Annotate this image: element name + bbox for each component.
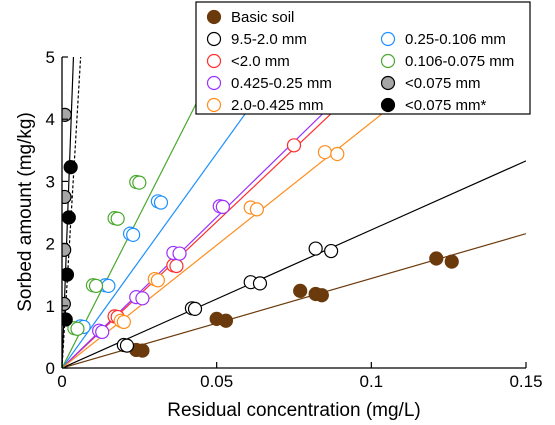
legend-label: <2.0 mm bbox=[231, 53, 290, 70]
legend-marker bbox=[380, 53, 396, 69]
point-2-0-0-425-mm bbox=[330, 146, 345, 162]
legend-item-lt-0-075-mm-star: <0.075 mm* bbox=[380, 97, 486, 114]
point-lt-0-075-mm-star bbox=[62, 210, 76, 225]
point-0-425-0-25-mm bbox=[172, 246, 187, 261]
legend-label: 9.5-2.0 mm bbox=[231, 31, 307, 48]
point-9-5-2-0-mm bbox=[308, 241, 323, 256]
point-basic-soil bbox=[135, 343, 150, 358]
legend-label: <0.075 mm bbox=[405, 75, 480, 92]
legend-marker bbox=[206, 31, 222, 47]
point-2-0-0-425-mm bbox=[150, 273, 165, 288]
y-tick-label: 4 bbox=[46, 110, 55, 129]
x-tick-label: 0.1 bbox=[360, 372, 384, 391]
point-lt-0-075-mm bbox=[62, 107, 72, 122]
point-0-25-0-106-mm bbox=[126, 227, 141, 242]
legend-marker bbox=[380, 31, 396, 47]
point-0-106-0-075-mm bbox=[132, 175, 147, 190]
legend-marker bbox=[206, 9, 222, 25]
point-0-106-0-075-mm bbox=[70, 321, 85, 336]
legend-marker bbox=[206, 97, 222, 113]
point-9-5-2-0-mm bbox=[187, 301, 203, 317]
legend-marker bbox=[380, 97, 396, 113]
point-lt-0-075-mm bbox=[62, 242, 72, 257]
legend-label: 2.0-0.425 mm bbox=[231, 97, 324, 114]
point-0-25-0-106-mm bbox=[153, 195, 169, 210]
point-0-425-0-25-mm bbox=[215, 199, 230, 215]
legend-label: <0.075 mm* bbox=[405, 97, 486, 114]
point-lt-0-075-mm bbox=[62, 296, 71, 312]
point-0-425-0-25-mm bbox=[135, 291, 150, 306]
point-lt-0-075-mm-star bbox=[62, 267, 75, 282]
point-0-106-0-075-mm bbox=[110, 211, 125, 226]
point-9-5-2-0-mm bbox=[119, 338, 135, 353]
x-tick-label: 0 bbox=[57, 372, 66, 391]
legend-item-0-25-0-106-mm: 0.25-0.106 mm bbox=[380, 31, 506, 48]
y-tick-label: 5 bbox=[46, 48, 55, 67]
legend-item-0-106-0-075-mm: 0.106-0.075 mm bbox=[380, 53, 514, 70]
point-0-425-0-25-mm bbox=[95, 324, 110, 340]
point-9-5-2-0-mm bbox=[324, 243, 339, 259]
legend-marker bbox=[206, 53, 222, 69]
point-lt-0-075-mm bbox=[62, 189, 72, 205]
point-lt-2-0-mm bbox=[286, 138, 302, 153]
point-lt-0-075-mm-star bbox=[63, 159, 78, 175]
fit-line-9-5-2-0-mm bbox=[62, 160, 526, 368]
point-lt-0-075-mm-star bbox=[62, 312, 73, 327]
legend: Basic soil 9.5-2.0 mm <2.0 mm 0.425-0.25 mm… bbox=[195, 1, 531, 115]
y-tick-label: 0 bbox=[46, 359, 55, 378]
x-tick-label: 0.15 bbox=[509, 372, 542, 391]
point-2-0-0-425-mm bbox=[317, 145, 333, 160]
point-basic-soil bbox=[314, 288, 329, 303]
legend-label: Basic soil bbox=[231, 9, 294, 26]
point-9-5-2-0-mm bbox=[252, 276, 268, 291]
y-tick-label: 2 bbox=[46, 235, 55, 254]
legend-item-9-5-2-0-mm: 9.5-2.0 mm bbox=[206, 31, 307, 48]
legend-box bbox=[195, 1, 531, 115]
legend-label: 0.25-0.106 mm bbox=[405, 31, 506, 48]
axes: 0 0.05 0.1 0.15 0 1 2 3 4 5 bbox=[46, 48, 543, 391]
point-2-0-0-425-mm bbox=[249, 202, 264, 217]
legend-item-0-425-0-25-mm: 0.425-0.25 mm bbox=[206, 75, 332, 92]
legend-label: 0.425-0.25 mm bbox=[231, 75, 332, 92]
legend-item-basic-soil: Basic soil bbox=[206, 9, 294, 26]
legend-marker bbox=[380, 75, 396, 91]
point-0-25-0-106-mm bbox=[101, 278, 116, 293]
point-basic-soil bbox=[444, 254, 459, 269]
legend-item-lt-2-0-mm: <2.0 mm bbox=[206, 53, 290, 70]
point-basic-soil bbox=[429, 251, 444, 266]
point-lt-2-0-mm bbox=[169, 258, 184, 274]
legend-item-2-0-0-425-mm: 2.0-0.425 mm bbox=[206, 97, 324, 114]
point-basic-soil bbox=[293, 283, 308, 298]
point-2-0-0-425-mm bbox=[116, 314, 131, 330]
fit-line-0-106-0-075-mm bbox=[62, 57, 221, 368]
data-points bbox=[62, 107, 459, 358]
point-basic-soil bbox=[218, 313, 234, 328]
y-tick-label: 1 bbox=[46, 297, 55, 316]
x-axis-title: Residual concentration (mg/L) bbox=[167, 400, 420, 421]
legend-label: 0.106-0.075 mm bbox=[405, 53, 514, 70]
legend-item-lt-0-075-mm: <0.075 mm bbox=[380, 75, 480, 92]
x-tick-label: 0.05 bbox=[200, 372, 233, 391]
y-axis-title: Sorbed amount (mg/kg) bbox=[15, 112, 36, 312]
y-tick-label: 3 bbox=[46, 172, 55, 191]
point-0-106-0-075-mm bbox=[88, 278, 104, 293]
legend-marker bbox=[206, 75, 222, 91]
